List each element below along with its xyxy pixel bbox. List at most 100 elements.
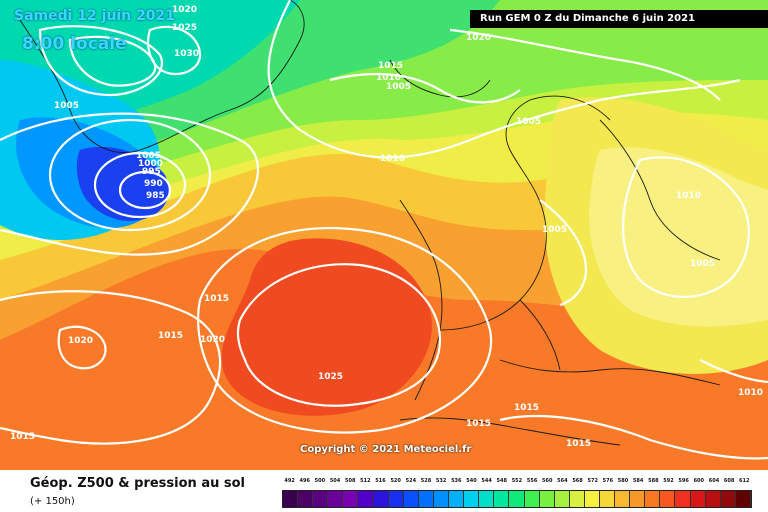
forecast-time: 8:00 locale bbox=[22, 34, 127, 54]
scale-label: 556 bbox=[526, 478, 538, 484]
scale-swatch bbox=[690, 491, 706, 507]
scale-label: 600 bbox=[693, 478, 705, 484]
scale-swatch bbox=[539, 491, 555, 507]
weather-map: 1020 1025 1030 1005 1005 1000 995 990 98… bbox=[0, 0, 768, 470]
scale-label: 588 bbox=[648, 478, 659, 484]
pressure-label: 1005 bbox=[690, 259, 715, 269]
scale-label: 592 bbox=[663, 478, 674, 484]
scale-swatch bbox=[328, 491, 344, 507]
scale-label: 596 bbox=[678, 478, 689, 484]
color-scale: 492 496 500 504 508 512 516 520 524 528 532 536 540 5… bbox=[282, 478, 752, 508]
pressure-label: 1015 bbox=[204, 294, 229, 304]
scale-label: 528 bbox=[420, 478, 432, 484]
pressure-label: 1010 bbox=[738, 388, 763, 398]
scale-label: 544 bbox=[481, 478, 492, 484]
scale-swatch bbox=[735, 491, 751, 507]
scale-swatch bbox=[479, 491, 495, 507]
pressure-label: 1015 bbox=[378, 61, 403, 71]
scale-swatch bbox=[343, 491, 359, 507]
pressure-label: 1000 bbox=[138, 159, 163, 169]
pressure-label: 1025 bbox=[318, 372, 343, 382]
scale-label: 580 bbox=[617, 478, 629, 484]
scale-swatch bbox=[298, 491, 314, 507]
isobars bbox=[0, 0, 768, 460]
pressure-label: 1010 bbox=[376, 73, 401, 83]
pressure-label: 1020 bbox=[68, 336, 93, 346]
scale-label: 568 bbox=[572, 478, 583, 484]
pressure-label: 1015 bbox=[158, 331, 183, 341]
pressure-label: 1020 bbox=[466, 33, 491, 43]
pressure-labels: 1020 1025 1030 1005 1005 1000 995 990 98… bbox=[10, 5, 763, 449]
pressure-label: 1010 bbox=[676, 191, 701, 201]
scale-swatch bbox=[283, 491, 299, 507]
scale-label: 496 bbox=[299, 478, 310, 484]
scale-swatch bbox=[433, 491, 450, 507]
pressure-label: 1020 bbox=[172, 5, 197, 15]
scale-label: 560 bbox=[542, 478, 553, 484]
pressure-label: 1015 bbox=[566, 439, 591, 449]
scale-swatch bbox=[403, 491, 419, 507]
copyright-text: Copyright © 2021 Meteociel.fr bbox=[300, 444, 472, 455]
pressure-label: 1005 bbox=[54, 101, 79, 111]
legend-title: Géop. Z500 & pression au sol bbox=[30, 476, 245, 491]
scale-label: 532 bbox=[435, 478, 447, 484]
scale-label: 540 bbox=[466, 478, 477, 484]
scale-swatch bbox=[584, 491, 600, 507]
scale-label: 584 bbox=[632, 478, 644, 484]
scale-label: 604 bbox=[708, 478, 720, 484]
pressure-label: 990 bbox=[144, 179, 163, 189]
pressure-label: 1015 bbox=[466, 419, 491, 429]
legend-subtitle: (+ 150h) bbox=[30, 496, 75, 507]
scale-label: 564 bbox=[557, 478, 568, 484]
scale-swatch bbox=[599, 491, 616, 507]
scale-label: 612 bbox=[739, 478, 750, 484]
scale-label: 576 bbox=[602, 478, 614, 484]
pressure-label: 1015 bbox=[10, 432, 35, 442]
pressure-label: 1030 bbox=[174, 49, 199, 59]
scale-label: 536 bbox=[451, 478, 462, 484]
scale-swatch bbox=[418, 491, 434, 507]
scale-swatch bbox=[660, 491, 676, 507]
pressure-label: 1010 bbox=[380, 154, 405, 164]
scale-swatch bbox=[449, 491, 465, 507]
scale-swatch bbox=[464, 491, 480, 507]
model-run-label: Run GEM 0 Z du Dimanche 6 juin 2021 bbox=[470, 10, 768, 28]
scale-label: 504 bbox=[329, 478, 341, 484]
pressure-label: 985 bbox=[146, 191, 165, 201]
scale-label: 500 bbox=[314, 478, 326, 484]
pressure-label: 1005 bbox=[136, 151, 161, 161]
scale-swatch bbox=[524, 491, 540, 507]
coastlines bbox=[19, 0, 721, 446]
legend-footer: Géop. Z500 & pression au sol (+ 150h) 49… bbox=[0, 470, 768, 512]
scale-label: 524 bbox=[405, 478, 417, 484]
scale-label: 492 bbox=[284, 478, 295, 484]
scale-swatch bbox=[615, 491, 631, 507]
scale-swatch bbox=[494, 491, 510, 507]
scale-swatch bbox=[373, 491, 389, 507]
scale-label: 520 bbox=[390, 478, 401, 484]
pressure-label: 995 bbox=[142, 167, 161, 177]
scale-swatch bbox=[645, 491, 661, 507]
scale-swatch bbox=[554, 491, 570, 507]
scale-swatch bbox=[509, 491, 525, 507]
scale-label: 548 bbox=[496, 478, 507, 484]
scale-label: 572 bbox=[587, 478, 598, 484]
pressure-label: 1025 bbox=[172, 23, 197, 33]
scale-swatch bbox=[358, 491, 374, 507]
pressure-label: 1005 bbox=[386, 82, 411, 92]
scale-swatch bbox=[313, 491, 329, 507]
color-scale-labels: 492 496 500 504 508 512 516 520 524 528 532 536 540 5… bbox=[282, 478, 752, 488]
pressure-label: 1020 bbox=[200, 335, 225, 345]
scale-label: 552 bbox=[511, 478, 523, 484]
map-canvas: 1020 1025 1030 1005 1005 1000 995 990 98… bbox=[0, 0, 768, 470]
scale-swatch bbox=[675, 491, 691, 507]
pressure-label: 1005 bbox=[542, 225, 567, 235]
scale-swatch bbox=[705, 491, 721, 507]
scale-label: 508 bbox=[344, 478, 356, 484]
pressure-label: 1005 bbox=[516, 117, 541, 127]
scale-swatch bbox=[388, 491, 404, 507]
scale-label: 516 bbox=[375, 478, 386, 484]
color-scale-swatches bbox=[282, 490, 752, 508]
pressure-label: 1015 bbox=[514, 403, 539, 413]
